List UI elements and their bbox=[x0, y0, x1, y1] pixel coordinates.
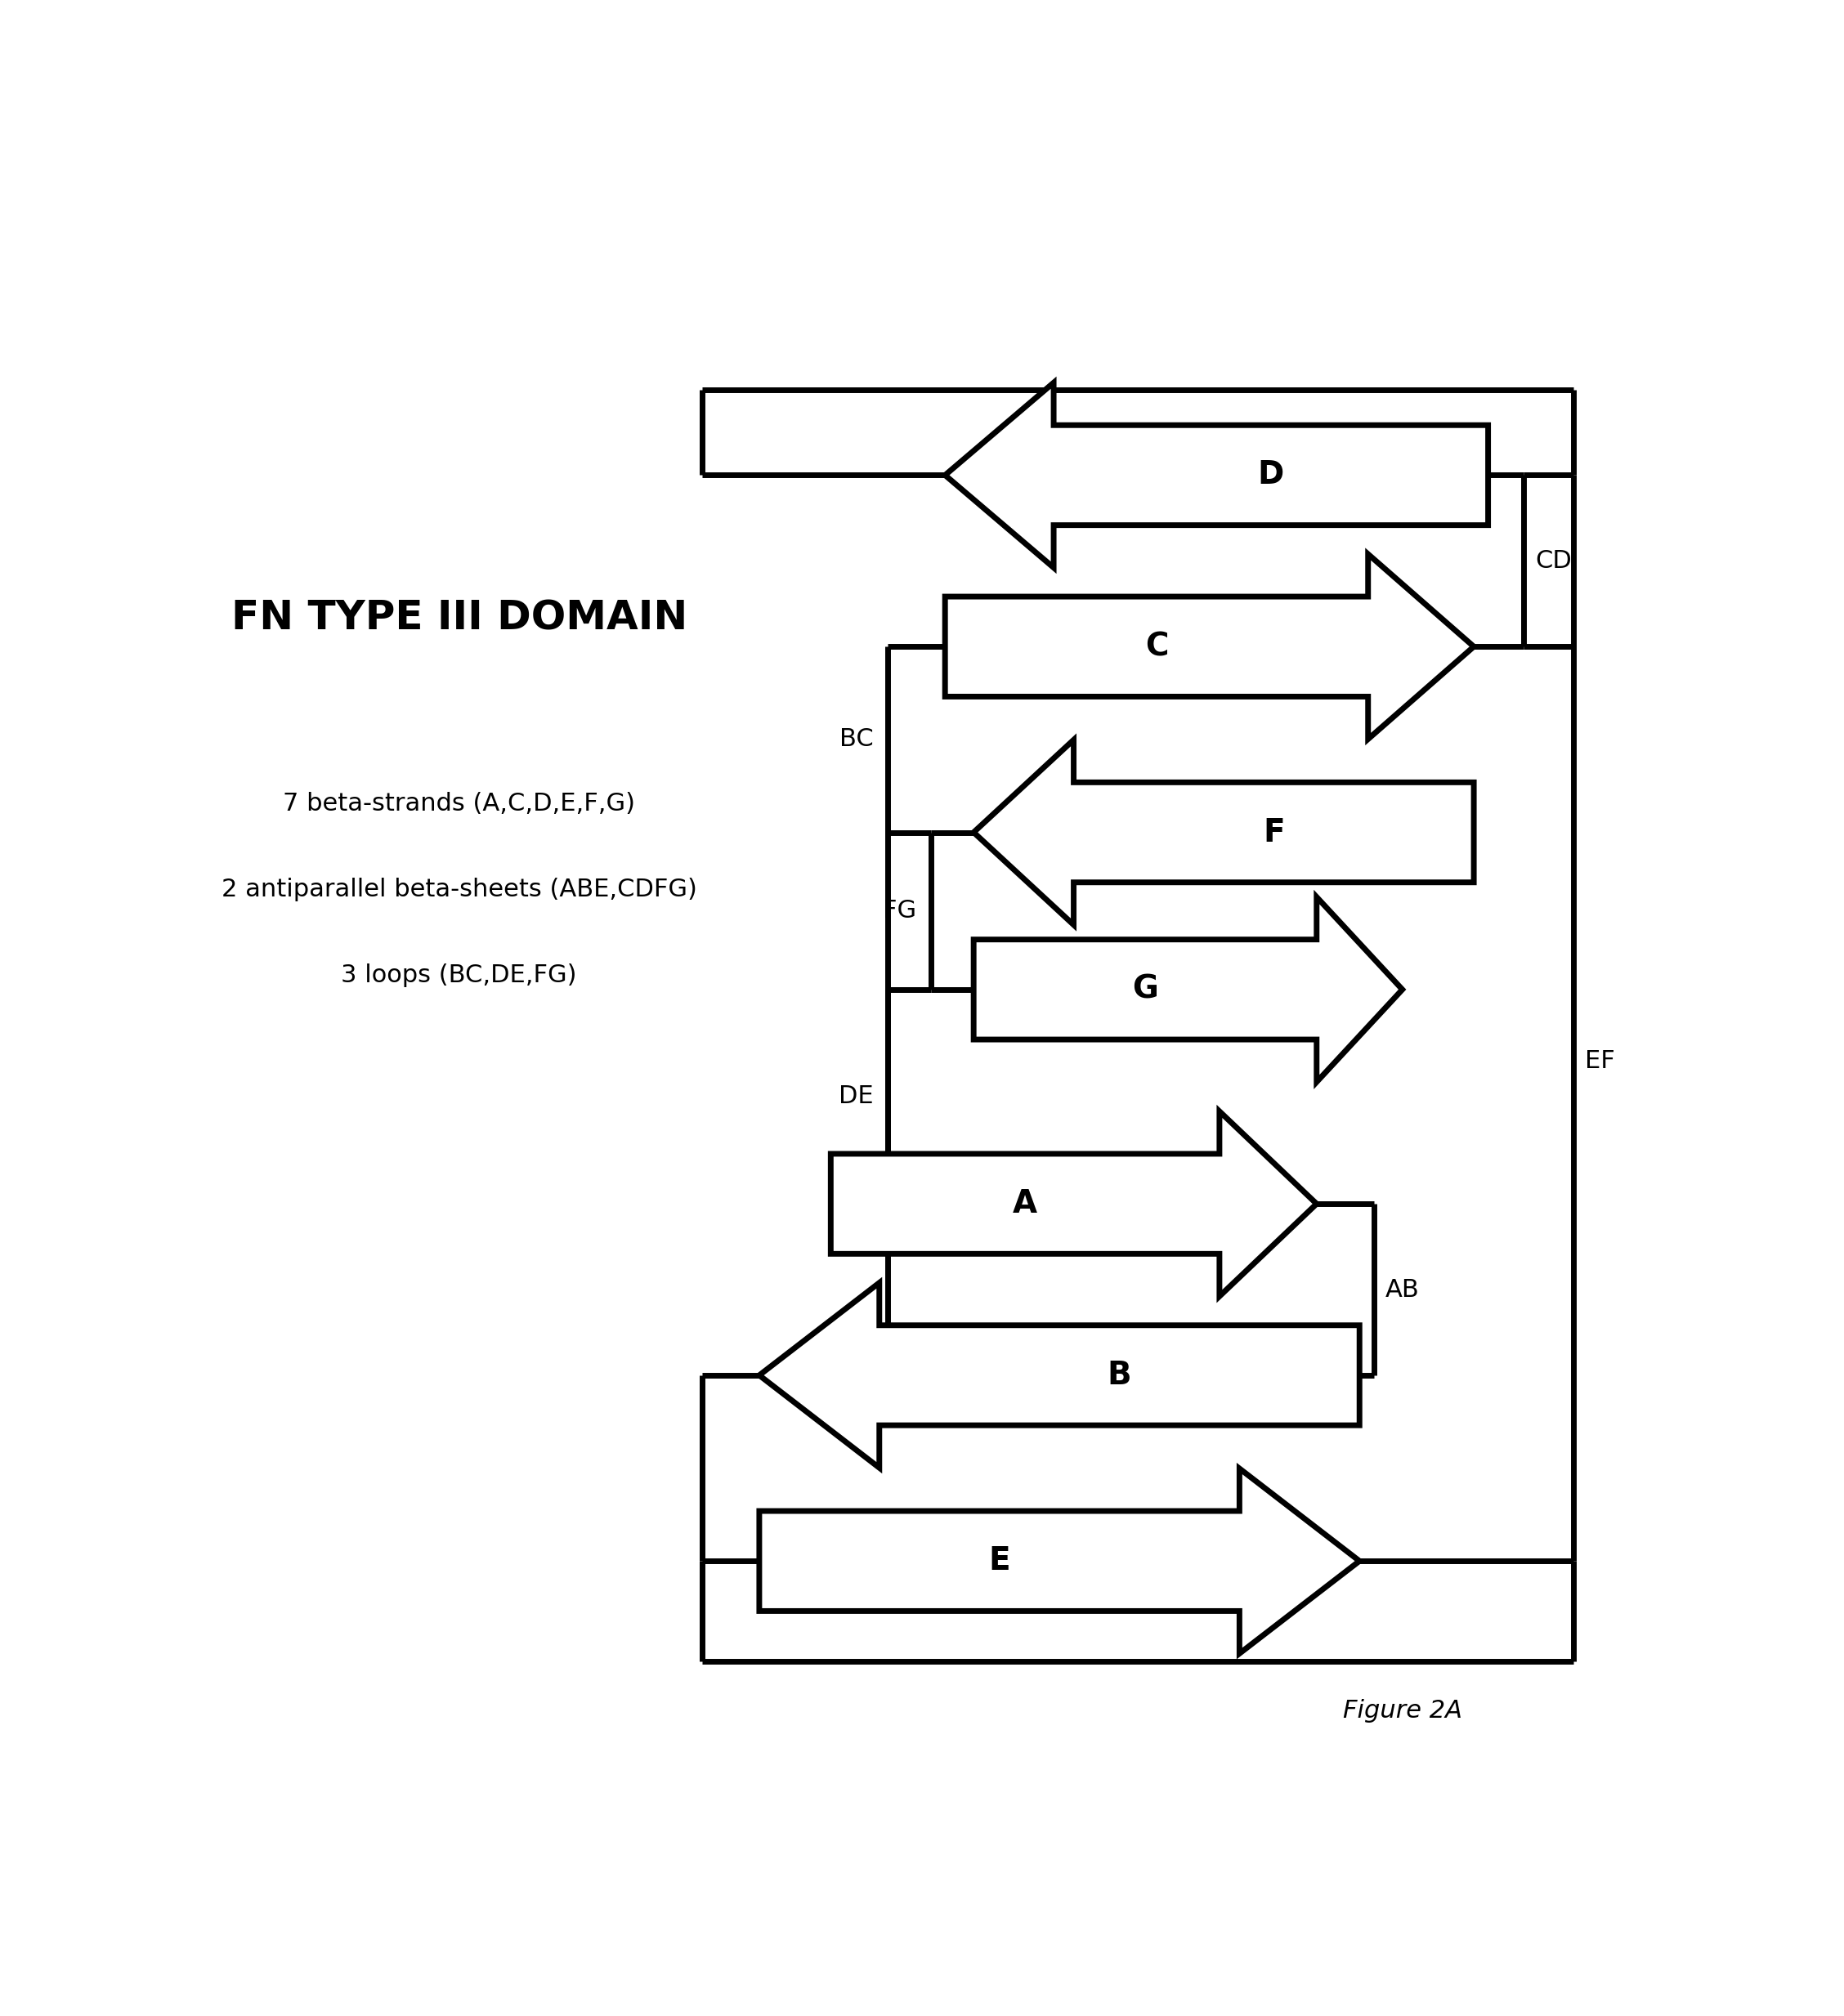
Polygon shape bbox=[830, 1111, 1317, 1296]
Text: D: D bbox=[1258, 460, 1283, 490]
Text: FG: FG bbox=[883, 899, 916, 923]
Text: A: A bbox=[1012, 1187, 1038, 1220]
Text: DE: DE bbox=[839, 1085, 874, 1109]
Polygon shape bbox=[944, 383, 1488, 569]
Text: 2 antiparallel beta-sheets (ABE,CDFG): 2 antiparallel beta-sheets (ABE,CDFG) bbox=[221, 877, 697, 901]
Polygon shape bbox=[944, 554, 1473, 740]
Text: B: B bbox=[1106, 1359, 1132, 1391]
Text: F: F bbox=[1263, 816, 1285, 849]
Polygon shape bbox=[974, 897, 1403, 1083]
Text: 7 beta-strands (A,C,D,E,F,G): 7 beta-strands (A,C,D,E,F,G) bbox=[282, 792, 636, 816]
Text: EF: EF bbox=[1586, 1048, 1615, 1073]
Text: 3 loops (BC,DE,FG): 3 loops (BC,DE,FG) bbox=[341, 964, 577, 988]
Polygon shape bbox=[760, 1282, 1359, 1468]
Text: AB: AB bbox=[1385, 1278, 1420, 1302]
Text: BC: BC bbox=[839, 728, 874, 752]
Text: C: C bbox=[1145, 631, 1169, 661]
Text: Figure 2A: Figure 2A bbox=[1342, 1699, 1462, 1724]
Text: FN TYPE III DOMAIN: FN TYPE III DOMAIN bbox=[230, 599, 688, 637]
Text: CD: CD bbox=[1536, 548, 1571, 573]
Polygon shape bbox=[760, 1468, 1359, 1653]
Text: G: G bbox=[1132, 974, 1158, 1006]
Polygon shape bbox=[974, 740, 1473, 925]
Text: E: E bbox=[988, 1546, 1011, 1577]
